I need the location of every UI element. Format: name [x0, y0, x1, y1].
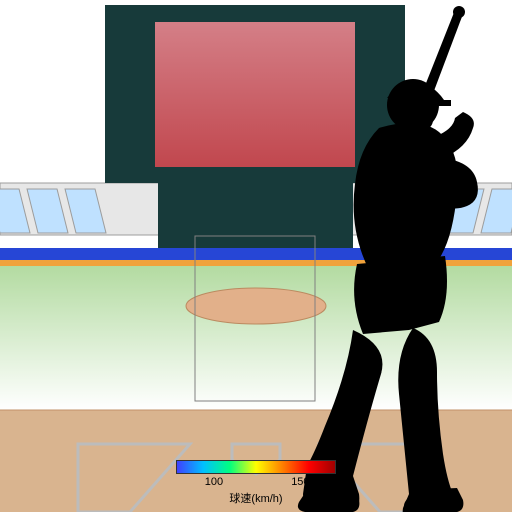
- legend-tick-100: 100: [205, 476, 223, 488]
- scoreboard-neck: [158, 183, 353, 248]
- stage-svg: [0, 0, 512, 512]
- scoreboard-screen: [155, 22, 355, 167]
- pitch-chart-stage: [0, 0, 512, 512]
- velocity-legend: 100 150 球速(km/h): [176, 460, 336, 510]
- pitchers-mound: [186, 288, 326, 324]
- legend-gradient-bar: [176, 460, 336, 474]
- legend-axis-label: 球速(km/h): [176, 490, 336, 506]
- legend-tick-150: 150: [291, 476, 309, 488]
